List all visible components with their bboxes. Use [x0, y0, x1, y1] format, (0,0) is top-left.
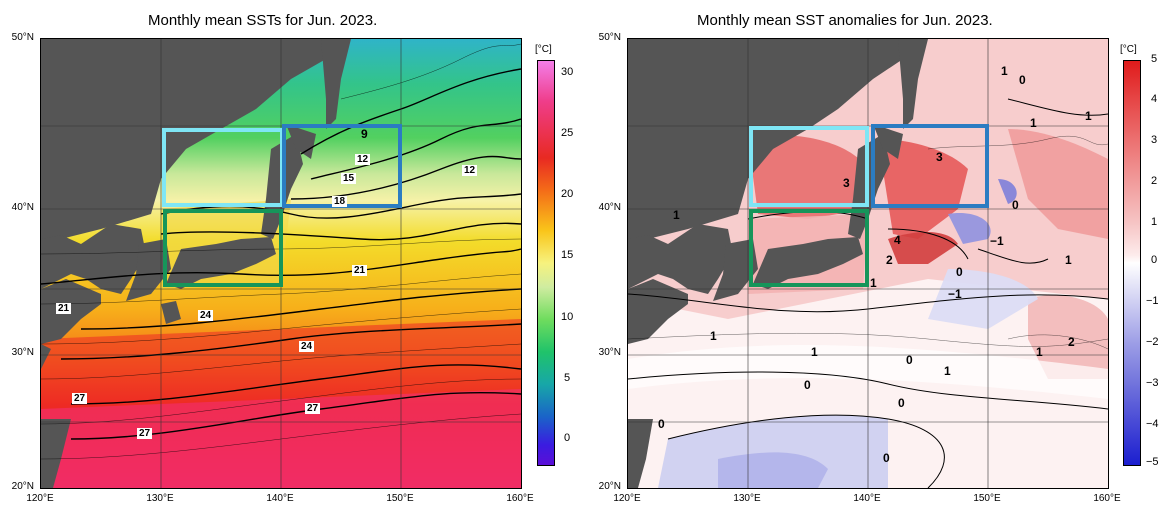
contour-label-27: 27	[72, 393, 88, 404]
lon-label-160-right: 160°E	[1093, 493, 1121, 504]
lat-label-40-right: 40°N	[598, 202, 621, 213]
sst-map: 9 12 15 18 12 21 21 24 24 27 27 27	[40, 38, 522, 489]
anomaly-contour-label-1f: 1	[870, 276, 877, 290]
sst-colorbar-tick-30: 30	[561, 66, 574, 78]
lon-label-120: 120°E	[26, 493, 54, 504]
anomaly-contour-label-1b: 1	[1030, 116, 1037, 130]
anomaly-contour-label-1g: 1	[710, 329, 717, 343]
anomaly-region-box-light-blue	[749, 126, 869, 207]
contour-label-21: 21	[352, 265, 368, 276]
anomaly-colorbar-tick-2: 2	[1151, 175, 1158, 187]
anomaly-contour-label-2b: 2	[1068, 335, 1075, 349]
contour-label-12-east: 12	[462, 165, 478, 176]
sst-colorbar-tick-25: 25	[561, 127, 574, 139]
anomaly-colorbar-tick-neg3: −3	[1146, 377, 1159, 389]
anomaly-contour-label-0b: 0	[1012, 198, 1019, 212]
anomaly-contour-label-1j: 1	[944, 364, 951, 378]
contour-label-9: 9	[361, 127, 368, 141]
anomaly-colorbar-tick-neg1: −1	[1146, 295, 1159, 307]
anomaly-contour-label-1e: 1	[1065, 253, 1072, 267]
anomaly-contour-label-0e: 0	[804, 378, 811, 392]
anomaly-colorbar-tick-5: 5	[1151, 53, 1158, 65]
anomaly-contour-label-3b: 3	[843, 176, 850, 190]
anomaly-colorbar-tick-3: 3	[1151, 134, 1158, 146]
sst-map-canvas	[41, 39, 521, 488]
anomaly-contour-label-0g: 0	[658, 417, 665, 431]
anomaly-colorbar	[1123, 60, 1141, 466]
sst-colorbar-tick-15: 15	[561, 249, 574, 261]
anomaly-contour-label-0: 0	[1019, 73, 1026, 87]
lon-label-140: 140°E	[266, 493, 294, 504]
anomaly-contour-label-3: 3	[936, 150, 943, 164]
anomaly-colorbar-tick-neg4: −4	[1146, 418, 1159, 430]
anomaly-colorbar-unit: [°C]	[1120, 44, 1137, 55]
anomaly-colorbar-tick-0: 0	[1151, 254, 1158, 266]
lat-label-50-right: 50°N	[598, 32, 621, 43]
lon-label-130-right: 130°E	[733, 493, 761, 504]
lat-label-30-right: 30°N	[598, 347, 621, 358]
sst-colorbar	[537, 60, 555, 466]
sst-colorbar-tick-20: 20	[561, 188, 574, 200]
contour-label-27-east: 27	[305, 403, 321, 414]
anomaly-contour-label-1i: 1	[1036, 345, 1043, 359]
anomaly-contour-label-0h: 0	[883, 451, 890, 465]
lon-label-140-right: 140°E	[853, 493, 881, 504]
anomaly-region-box-green	[749, 209, 869, 287]
anomaly-contour-label-4: 4	[894, 233, 901, 247]
anomaly-contour-label-neg1: −1	[990, 234, 1004, 248]
lon-label-130: 130°E	[146, 493, 174, 504]
anomaly-contour-label-1d: 1	[673, 208, 680, 222]
sst-colorbar-tick-10: 10	[561, 311, 574, 323]
anomaly-contour-label-neg1b: −1	[948, 287, 962, 301]
sst-colorbar-tick-5: 5	[564, 372, 571, 384]
lat-label-30: 30°N	[11, 347, 34, 358]
anomaly-map: 1 0 1 1 3 3 0 1 4 2 −1 1 1 0 −1 1 1 0 1 …	[627, 38, 1109, 489]
lon-label-120-right: 120°E	[613, 493, 641, 504]
sst-colorbar-tick-0: 0	[564, 432, 571, 444]
anomaly-region-box-blue	[871, 124, 989, 208]
contour-label-24-south: 24	[299, 341, 315, 352]
contour-label-21-west: 21	[56, 303, 72, 314]
region-box-green	[163, 209, 283, 287]
anomaly-contour-label-0d: 0	[906, 353, 913, 367]
lon-label-150-right: 150°E	[973, 493, 1001, 504]
lon-label-150: 150°E	[386, 493, 414, 504]
lat-label-20: 20°N	[11, 481, 34, 492]
anomaly-map-title: Monthly mean SST anomalies for Jun. 2023…	[697, 12, 993, 29]
anomaly-colorbar-tick-1: 1	[1151, 216, 1158, 228]
region-box-light-blue	[162, 128, 284, 207]
anomaly-contour-label-1: 1	[1001, 64, 1008, 78]
anomaly-contour-label-0c: 0	[956, 265, 963, 279]
lon-label-160: 160°E	[506, 493, 534, 504]
contour-label-12: 12	[355, 154, 371, 165]
anomaly-colorbar-tick-neg5: −5	[1146, 456, 1159, 468]
anomaly-colorbar-tick-4: 4	[1151, 93, 1158, 105]
sst-map-title: Monthly mean SSTs for Jun. 2023.	[148, 12, 378, 29]
anomaly-contour-label-1c: 1	[1085, 109, 1092, 123]
contour-label-15: 15	[341, 173, 357, 184]
anomaly-contour-label-2: 2	[886, 253, 893, 267]
lat-label-50: 50°N	[11, 32, 34, 43]
contour-label-24: 24	[198, 310, 214, 321]
anomaly-contour-label-1h: 1	[811, 345, 818, 359]
sst-panel: Monthly mean SSTs for Jun. 2023. 50°N 40…	[0, 0, 585, 512]
anomaly-panel: Monthly mean SST anomalies for Jun. 2023…	[585, 0, 1171, 512]
lat-label-40: 40°N	[11, 202, 34, 213]
sst-colorbar-unit: [°C]	[535, 44, 552, 55]
anomaly-colorbar-tick-neg2: −2	[1146, 336, 1159, 348]
anomaly-contour-label-0f: 0	[898, 396, 905, 410]
contour-label-27-south: 27	[137, 428, 153, 439]
lat-label-20-right: 20°N	[598, 481, 621, 492]
contour-label-18: 18	[332, 196, 348, 207]
